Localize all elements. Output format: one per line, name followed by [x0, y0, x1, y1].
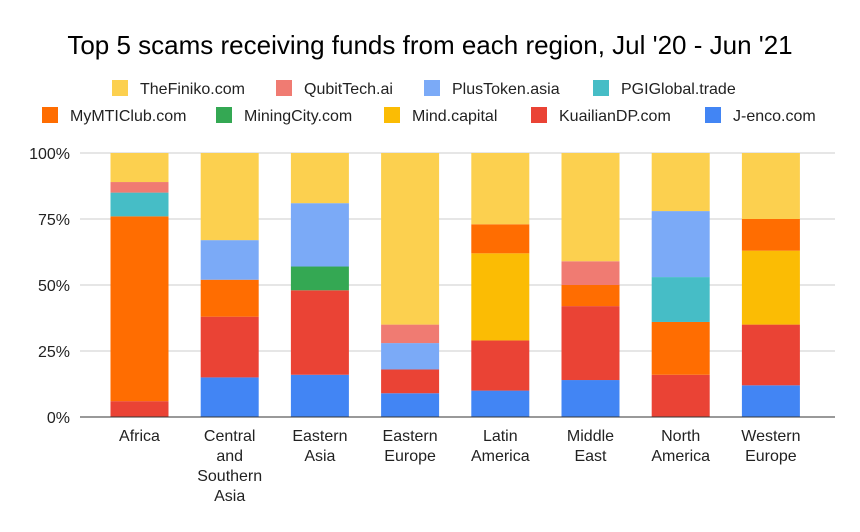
chart-title: Top 5 scams receiving funds from each re… — [67, 30, 792, 60]
bar-qubittech-ai-eastern-europe — [381, 324, 440, 344]
bar-kuailiandp-com-eastern-asia — [290, 290, 349, 375]
legend-label-mymticlub-com: MyMTIClub.com — [70, 108, 186, 125]
bar-j-enco-com-latin-america — [471, 390, 530, 417]
x-tick-label: Central and Southern Asia — [197, 428, 262, 505]
bar-thefiniko-com-latin-america — [471, 153, 530, 225]
bar-kuailiandp-com-western-europe — [741, 324, 800, 386]
bar-j-enco-com-central-and-southern-asia — [200, 377, 259, 417]
bar-thefiniko-com-eastern-europe — [381, 153, 440, 325]
legend-label-j-enco-com: J-enco.com — [733, 108, 816, 125]
bar-thefiniko-com-africa — [110, 153, 169, 183]
bar-thefiniko-com-north-america — [651, 153, 710, 212]
x-tick-label: North America — [651, 428, 710, 465]
legend-swatch-j-enco-com — [705, 107, 721, 123]
legend-label-plustoken-asia: PlusToken.asia — [452, 81, 560, 98]
bar-qubittech-ai-africa — [110, 182, 169, 193]
bar-kuailiandp-com-north-america — [651, 374, 710, 417]
bar-thefiniko-com-central-and-southern-asia — [200, 153, 259, 241]
bar-j-enco-com-middle-east — [561, 380, 620, 417]
y-tick-label: 100% — [29, 146, 70, 163]
y-tick-label: 0% — [47, 410, 70, 427]
bar-plustoken-asia-eastern-asia — [290, 203, 349, 267]
bar-qubittech-ai-middle-east — [561, 261, 620, 285]
bar-j-enco-com-western-europe — [741, 385, 800, 417]
x-tick-label: Latin America — [471, 428, 530, 465]
bar-thefiniko-com-eastern-asia — [290, 153, 349, 204]
legend-swatch-pgiglobal-trade — [593, 80, 609, 96]
bar-pgiglobal-trade-north-america — [651, 277, 710, 322]
legend-label-miningcity-com: MiningCity.com — [244, 108, 352, 125]
legend-label-mind-capital: Mind.capital — [412, 108, 497, 125]
bar-j-enco-com-eastern-europe — [381, 393, 440, 417]
legend-label-qubittech-ai: QubitTech.ai — [304, 81, 393, 98]
bar-mymticlub-com-western-europe — [741, 219, 800, 251]
bar-mymticlub-com-latin-america — [471, 224, 530, 254]
y-tick-label: 75% — [38, 212, 70, 229]
bar-thefiniko-com-western-europe — [741, 153, 800, 219]
y-axis: 0% 25% 50% 75% 100% — [29, 146, 70, 427]
x-tick-label: Western Europe — [741, 428, 800, 465]
legend-label-pgiglobal-trade: PGIGlobal.trade — [621, 81, 736, 98]
x-tick-label: Eastern Asia — [292, 428, 347, 465]
bar-plustoken-asia-eastern-europe — [381, 343, 440, 370]
legend-swatch-kuailiandp-com — [531, 107, 547, 123]
bar-kuailiandp-com-central-and-southern-asia — [200, 316, 259, 378]
bar-kuailiandp-com-africa — [110, 401, 169, 417]
bar-j-enco-com-eastern-asia — [290, 374, 349, 417]
legend-swatch-mymticlub-com — [42, 107, 58, 123]
legend-swatch-plustoken-asia — [424, 80, 440, 96]
bar-mind-capital-latin-america — [471, 253, 530, 341]
legend-label-kuailiandp-com: KuailianDP.com — [559, 108, 671, 125]
x-tick-label: Middle East — [567, 428, 614, 465]
legend-swatch-thefiniko-com — [112, 80, 128, 96]
bar-pgiglobal-trade-africa — [110, 192, 169, 217]
bar-miningcity-com-eastern-asia — [290, 266, 349, 291]
bar-kuailiandp-com-eastern-europe — [381, 369, 440, 394]
legend-swatch-miningcity-com — [216, 107, 232, 123]
bar-kuailiandp-com-middle-east — [561, 306, 620, 381]
bar-mind-capital-western-europe — [741, 250, 800, 325]
bars — [110, 153, 800, 417]
gridlines — [80, 152, 835, 418]
bar-mymticlub-com-central-and-southern-asia — [200, 279, 259, 317]
bar-mymticlub-com-middle-east — [561, 285, 620, 307]
bar-plustoken-asia-central-and-southern-asia — [200, 240, 259, 280]
bar-plustoken-asia-north-america — [651, 211, 710, 278]
legend-swatch-qubittech-ai — [276, 80, 292, 96]
x-tick-label: Africa — [119, 428, 160, 445]
x-axis: Africa Central and Southern Asia Eastern Asia E… — [80, 416, 835, 505]
y-tick-label: 50% — [38, 278, 70, 295]
bar-kuailiandp-com-latin-america — [471, 340, 530, 391]
y-tick-label: 25% — [38, 344, 70, 361]
legend: TheFiniko.com QubitTech.ai PlusToken.asia P… — [42, 80, 816, 125]
bar-mymticlub-com-africa — [110, 216, 169, 402]
bar-thefiniko-com-middle-east — [561, 153, 620, 262]
legend-swatch-mind-capital — [384, 107, 400, 123]
x-tick-label: Eastern Europe — [383, 428, 438, 465]
legend-label-thefiniko-com: TheFiniko.com — [140, 81, 245, 98]
bar-mymticlub-com-north-america — [651, 321, 710, 375]
